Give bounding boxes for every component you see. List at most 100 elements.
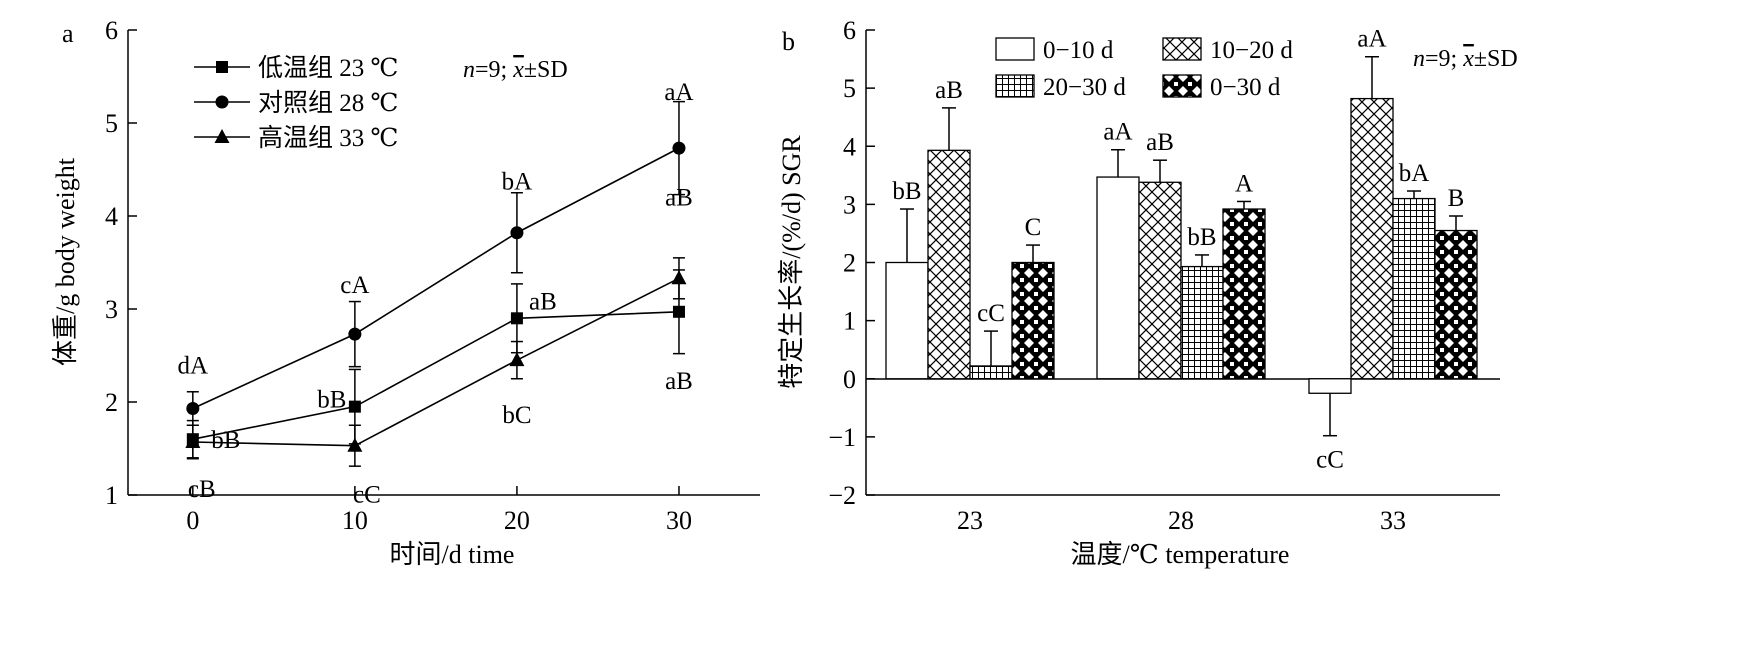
- data-label: bA: [502, 169, 533, 196]
- data-label: B: [1448, 185, 1465, 212]
- panel-b-y-label: 特定生长率/(%/d) SGR: [777, 135, 806, 389]
- data-label: aA: [1357, 26, 1386, 53]
- legend-label: 低温组 23 ℃: [258, 54, 398, 82]
- data-point: [671, 270, 687, 285]
- data-point: [672, 305, 685, 318]
- data-point: [348, 327, 362, 341]
- series-blank: bB aA cC: [885, 119, 1352, 474]
- bar: [1392, 197, 1436, 380]
- data-label: bC: [502, 402, 531, 429]
- y-tick-label: 2: [843, 249, 856, 278]
- data-label: cB: [188, 476, 216, 503]
- legend-circle-marker: [215, 95, 229, 109]
- data-label: bB: [317, 387, 346, 414]
- y-tick-label: 5: [105, 109, 118, 138]
- y-tick-label: 3: [105, 295, 118, 324]
- y-tick-label: 1: [105, 481, 118, 510]
- x-tick-label: 23: [957, 506, 983, 535]
- y-tick-label: 4: [843, 132, 856, 161]
- bar: [1350, 97, 1394, 380]
- panel-a-annotation: n=9; x±SD: [463, 57, 568, 83]
- data-label: bB: [1187, 224, 1216, 251]
- bar: [927, 149, 971, 380]
- panel-a-plot-area: bB bB aB aB dA cA bA aA cB cC bC aB: [178, 79, 694, 509]
- bar: [1222, 208, 1266, 380]
- data-label: cC: [1316, 447, 1344, 474]
- series-checker: C A B: [1011, 170, 1478, 380]
- data-label: aB: [935, 77, 963, 104]
- legend-swatch: [995, 37, 1035, 61]
- data-point: [672, 141, 686, 155]
- legend-label: 10−20 d: [1210, 37, 1293, 64]
- data-label: cC: [353, 482, 381, 509]
- data-label: cA: [340, 272, 369, 299]
- legend-item: 低温组 23 ℃: [194, 54, 398, 82]
- panel-b-x-label: 温度/℃ temperature: [1071, 540, 1290, 569]
- legend-label: 高温组 33 ℃: [258, 124, 398, 152]
- y-tick-label: −1: [828, 423, 856, 452]
- y-tick-label: −2: [828, 481, 856, 510]
- x-tick-label: 10: [342, 506, 368, 535]
- data-label: aB: [529, 288, 557, 315]
- panel-b-legend: 0−10 d 10−20 d 20−30 d 0−30 d: [995, 37, 1293, 101]
- bar: [1434, 229, 1478, 380]
- legend-item: 0−10 d: [995, 37, 1114, 64]
- panel-a: a 1 2 3 4 5 6 0 10 20 30 时间/d time 体重/g body wei…: [51, 16, 760, 569]
- data-label: aB: [665, 184, 693, 211]
- panel-b-label: b: [782, 27, 795, 56]
- x-tick-label: 30: [666, 506, 692, 535]
- series-circle: dA cA bA aA: [178, 79, 694, 426]
- data-label: aA: [664, 79, 693, 106]
- series-line: [192, 310, 680, 440]
- panel-a-label: a: [62, 19, 74, 48]
- legend-square-marker: [216, 61, 228, 73]
- panel-b-plot-area: bB aA cC aB aB aA cC bB bA C A B: [885, 26, 1478, 474]
- panel-b-x-ticks: 23 28 33: [957, 506, 1406, 535]
- panel-b-y-ticks: −2 −1 0 1 2 3 4 5 6: [828, 16, 875, 510]
- data-label: bB: [211, 427, 240, 454]
- data-point: [510, 312, 523, 325]
- data-label: aA: [1103, 119, 1132, 146]
- bar: [969, 365, 1013, 380]
- bar: [1138, 181, 1182, 380]
- panel-a-x-ticks: 0 10 20 30: [186, 486, 692, 535]
- data-point: [185, 433, 201, 448]
- legend-item: 0−30 d: [1162, 74, 1281, 101]
- bar: [1308, 378, 1352, 394]
- bar: [885, 261, 929, 380]
- y-tick-label: 6: [105, 16, 118, 45]
- data-point: [348, 400, 361, 413]
- data-point: [509, 352, 525, 367]
- y-tick-label: 5: [843, 74, 856, 103]
- data-label: aB: [1146, 129, 1174, 156]
- data-label: A: [1235, 170, 1253, 197]
- y-tick-label: 0: [843, 365, 856, 394]
- bar: [1180, 265, 1224, 380]
- x-tick-label: 33: [1380, 506, 1406, 535]
- data-label: dA: [178, 353, 209, 380]
- y-tick-label: 4: [105, 202, 118, 231]
- legend-label: 0−30 d: [1210, 74, 1281, 101]
- series-grid: cC bB bA: [969, 160, 1436, 380]
- data-point: [186, 402, 200, 416]
- bar: [1096, 176, 1140, 380]
- bar: [1011, 261, 1055, 380]
- series-line: [192, 147, 680, 410]
- data-point: [510, 226, 524, 240]
- legend-item: 10−20 d: [1162, 37, 1293, 64]
- series-crosshatch: aB aB aA: [927, 26, 1394, 380]
- data-label: aB: [665, 368, 693, 395]
- legend-triangle-marker: [214, 129, 230, 143]
- y-tick-label: 1: [843, 307, 856, 336]
- data-label: bA: [1399, 160, 1430, 187]
- legend-swatch: [1162, 74, 1202, 98]
- series-triangle: cB cC bC aB: [185, 184, 693, 509]
- legend-swatch: [995, 74, 1035, 98]
- legend-label: 对照组 28 ℃: [258, 89, 398, 117]
- panel-a-x-label: 时间/d time: [390, 540, 515, 569]
- x-tick-label: 28: [1168, 506, 1194, 535]
- series-line: [192, 277, 680, 447]
- data-label: bB: [892, 178, 921, 205]
